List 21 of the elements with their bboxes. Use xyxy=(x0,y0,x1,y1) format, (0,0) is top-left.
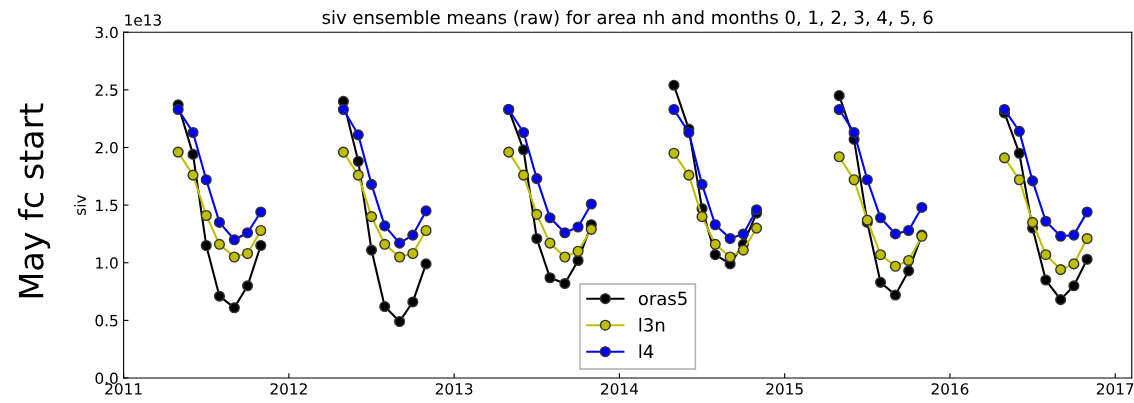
y-tick-label: 1.0 xyxy=(96,257,118,269)
y-tick-label: 1.5 xyxy=(96,199,118,212)
x-tick-label: 2012 xyxy=(270,383,307,395)
y-tick-label: 0.5 xyxy=(95,314,118,327)
x-tick-label: 2013 xyxy=(435,383,473,395)
legend-label: oras5 xyxy=(638,291,687,306)
x-tick-label: 2017 xyxy=(1096,383,1134,395)
legend-label: l4 xyxy=(639,344,654,359)
y-tick-label: 3.0 xyxy=(95,26,118,39)
x-tick-label: 2015 xyxy=(766,383,803,395)
y-tick-label: 2.0 xyxy=(95,141,118,154)
x-tick-label: 2016 xyxy=(931,383,969,395)
chart-title: siv ensemble means (raw) for area nh and months 0, 1, 2, 3, 4, 5, 6 xyxy=(322,10,933,27)
y-tick-label: 0.0 xyxy=(95,372,118,385)
y-axis-title: siv xyxy=(74,194,86,215)
x-tick-label: 2011 xyxy=(105,383,142,395)
text: 1e13 xyxy=(125,14,161,26)
x-tick-label: 2014 xyxy=(601,383,638,395)
y-tick-label: 2.5 xyxy=(95,84,118,96)
text: May fc start xyxy=(17,103,51,298)
legend-label: l3n xyxy=(639,317,665,332)
